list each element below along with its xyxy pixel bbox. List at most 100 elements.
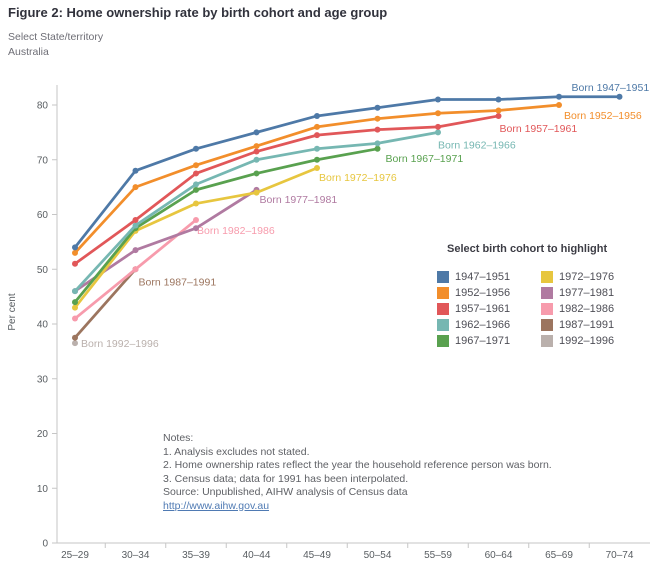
data-point[interactable] xyxy=(435,96,441,103)
legend-item-label: 1952–1956 xyxy=(455,287,511,299)
y-tick-label: 0 xyxy=(42,539,48,550)
data-point[interactable] xyxy=(72,244,78,251)
data-point[interactable] xyxy=(193,225,199,232)
data-point[interactable] xyxy=(132,222,139,229)
note-line: 3. Census data; data for 1991 has been i… xyxy=(163,472,409,485)
legend-item-1982-1986[interactable]: 1982–1986 xyxy=(541,301,645,317)
series-curve-label: Born 1977–1981 xyxy=(260,194,338,206)
y-tick-label: 60 xyxy=(37,210,49,221)
legend-item-1962-1966[interactable]: 1962–1966 xyxy=(437,317,541,333)
legend-item-1977-1981[interactable]: 1977–1981 xyxy=(541,285,645,301)
legend-item-label: 1977–1981 xyxy=(559,287,615,299)
data-point[interactable] xyxy=(435,123,441,130)
data-point[interactable] xyxy=(374,126,381,133)
notes-block: Notes: 1. Analysis excludes not stated. 2.… xyxy=(163,432,593,513)
legend-item-1987-1991[interactable]: 1987–1991 xyxy=(541,317,645,333)
data-point[interactable] xyxy=(132,167,139,174)
x-tick-label: 65–69 xyxy=(545,550,573,561)
data-point[interactable] xyxy=(495,107,502,114)
y-axis-title: Per cent xyxy=(7,293,18,330)
data-point[interactable] xyxy=(253,129,260,136)
legend-item-label: 1957–1961 xyxy=(455,303,511,315)
data-point[interactable] xyxy=(253,189,260,196)
data-point[interactable] xyxy=(435,129,441,136)
data-point[interactable] xyxy=(72,334,78,341)
data-point[interactable] xyxy=(193,162,199,169)
data-point[interactable] xyxy=(435,110,441,117)
legend-item-1972-1976[interactable]: 1972–1976 xyxy=(541,269,645,285)
data-point[interactable] xyxy=(72,260,78,267)
x-tick-label: 30–34 xyxy=(122,550,150,561)
y-tick-label: 10 xyxy=(37,484,49,495)
data-point[interactable] xyxy=(253,156,260,163)
data-point[interactable] xyxy=(253,148,260,155)
data-point[interactable] xyxy=(193,186,199,193)
data-point[interactable] xyxy=(374,115,381,122)
y-tick-label: 80 xyxy=(37,101,49,112)
data-point[interactable] xyxy=(72,304,78,311)
legend-swatch xyxy=(541,319,553,331)
data-point[interactable] xyxy=(132,216,139,223)
legend-swatch xyxy=(437,319,449,331)
data-point[interactable] xyxy=(253,170,260,177)
data-point[interactable] xyxy=(495,96,502,103)
legend-item-label: 1962–1966 xyxy=(455,319,511,331)
data-point[interactable] xyxy=(132,247,139,254)
data-point[interactable] xyxy=(72,340,78,347)
data-point[interactable] xyxy=(374,145,381,152)
series-line-1962-1966[interactable] xyxy=(73,131,440,293)
data-point[interactable] xyxy=(193,145,199,152)
legend-item-1952-1956[interactable]: 1952–1956 xyxy=(437,285,541,301)
legend-swatch xyxy=(437,303,449,315)
data-point[interactable] xyxy=(374,104,381,111)
legend-item-1967-1971[interactable]: 1967–1971 xyxy=(437,333,541,349)
data-point[interactable] xyxy=(556,102,562,108)
aihw-link[interactable]: http://www.aihw.gov.au xyxy=(163,499,270,512)
legend-items: 1947–1951 1952–1956 1957–1961 1962–1966 1967… xyxy=(437,269,651,349)
notes-text: Notes: 1. Analysis excludes not stated. 2.… xyxy=(163,432,593,500)
x-tick-label: 60–64 xyxy=(485,550,513,561)
legend-swatch xyxy=(541,335,553,347)
series-curve-label: Born 1982–1986 xyxy=(197,225,275,237)
series-line-1947-1951[interactable] xyxy=(73,95,621,249)
data-point[interactable] xyxy=(616,93,623,100)
series-line-1967-1971[interactable] xyxy=(73,147,379,304)
series-line-1987-1991[interactable] xyxy=(73,267,137,340)
series-curve-label: Born 1972–1976 xyxy=(319,172,397,184)
data-point[interactable] xyxy=(314,123,320,130)
data-point[interactable] xyxy=(314,156,320,163)
cohort-legend: Select birth cohort to highlight 1947–19… xyxy=(437,243,651,349)
data-point[interactable] xyxy=(253,143,260,150)
data-point[interactable] xyxy=(72,249,78,256)
state-selector-value[interactable]: Australia xyxy=(8,46,49,58)
data-point[interactable] xyxy=(72,315,78,322)
data-point[interactable] xyxy=(193,216,199,223)
legend-swatch xyxy=(437,287,449,299)
data-point[interactable] xyxy=(193,170,199,177)
data-point[interactable] xyxy=(193,181,199,188)
legend-item-label: 1967–1971 xyxy=(455,335,511,347)
x-tick-label: 40–44 xyxy=(243,550,271,561)
legend-item-1947-1951[interactable]: 1947–1951 xyxy=(437,269,541,285)
legend-item-label: 1987–1991 xyxy=(559,319,615,331)
legend-item-1957-1961[interactable]: 1957–1961 xyxy=(437,301,541,317)
y-tick-label: 30 xyxy=(37,374,49,385)
y-tick-label: 50 xyxy=(37,265,49,276)
data-point[interactable] xyxy=(72,299,78,306)
data-point[interactable] xyxy=(72,288,78,295)
data-point[interactable] xyxy=(314,112,320,119)
data-point[interactable] xyxy=(132,184,139,191)
data-point[interactable] xyxy=(193,200,199,207)
data-point[interactable] xyxy=(314,145,320,152)
data-point[interactable] xyxy=(132,266,139,273)
data-point[interactable] xyxy=(556,93,562,100)
data-point[interactable] xyxy=(314,132,320,139)
legend-item-1992-1996[interactable]: 1992–1996 xyxy=(541,333,645,349)
legend-title: Select birth cohort to highlight xyxy=(447,243,608,255)
series-curve-label: Born 1962–1966 xyxy=(438,139,516,151)
data-point[interactable] xyxy=(314,164,320,171)
data-point[interactable] xyxy=(495,112,502,119)
data-point[interactable] xyxy=(374,140,381,147)
series-line-1957-1961[interactable] xyxy=(73,114,500,266)
series-curve-label: Born 1952–1956 xyxy=(564,110,642,122)
